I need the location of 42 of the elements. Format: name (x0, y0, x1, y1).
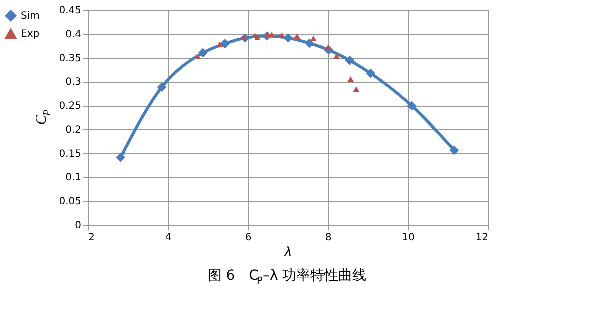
y-tick-label: 0.1 (66, 172, 82, 184)
x-tick-label: 2 (88, 232, 95, 244)
point (216, 42, 224, 48)
y-tick-label: 0.4 (66, 29, 82, 40)
y-tick-label: 0.35 (59, 53, 82, 64)
point (348, 76, 354, 82)
point (294, 34, 300, 40)
y-tick-label: 0 (75, 220, 82, 232)
point (310, 36, 317, 42)
point (366, 68, 376, 78)
point (268, 32, 276, 38)
point (198, 48, 208, 58)
point (353, 86, 360, 92)
point (254, 34, 261, 40)
x-tick-label: 12 (476, 232, 488, 244)
point (194, 54, 202, 60)
point (304, 38, 314, 48)
legend-label: Sim (21, 11, 40, 22)
y-tick-label: 0.3 (66, 77, 82, 88)
y-tick-label: 0.05 (59, 196, 82, 208)
point (325, 44, 332, 50)
point (157, 82, 167, 92)
x-tick-label: 6 (245, 232, 252, 244)
y-tick-label: 0.2 (66, 124, 82, 136)
y-tick-label: 0.15 (59, 148, 82, 160)
point (240, 34, 248, 40)
x-tick-label: 4 (165, 232, 172, 244)
y-tick-label: 0.45 (59, 6, 82, 16)
x-tick-label: 10 (402, 232, 415, 244)
point (450, 146, 460, 156)
point (345, 56, 355, 66)
y-tick-label: 0.25 (59, 101, 82, 112)
y-axis-title: CP (34, 109, 54, 126)
point (407, 101, 417, 111)
point (284, 33, 294, 43)
point (116, 152, 126, 162)
point (334, 54, 340, 60)
x-axis-title: λ (284, 246, 292, 260)
point (278, 32, 286, 38)
point (220, 39, 230, 49)
x-tick-label: 8 (325, 232, 332, 244)
legend-label: Exp (21, 29, 40, 40)
